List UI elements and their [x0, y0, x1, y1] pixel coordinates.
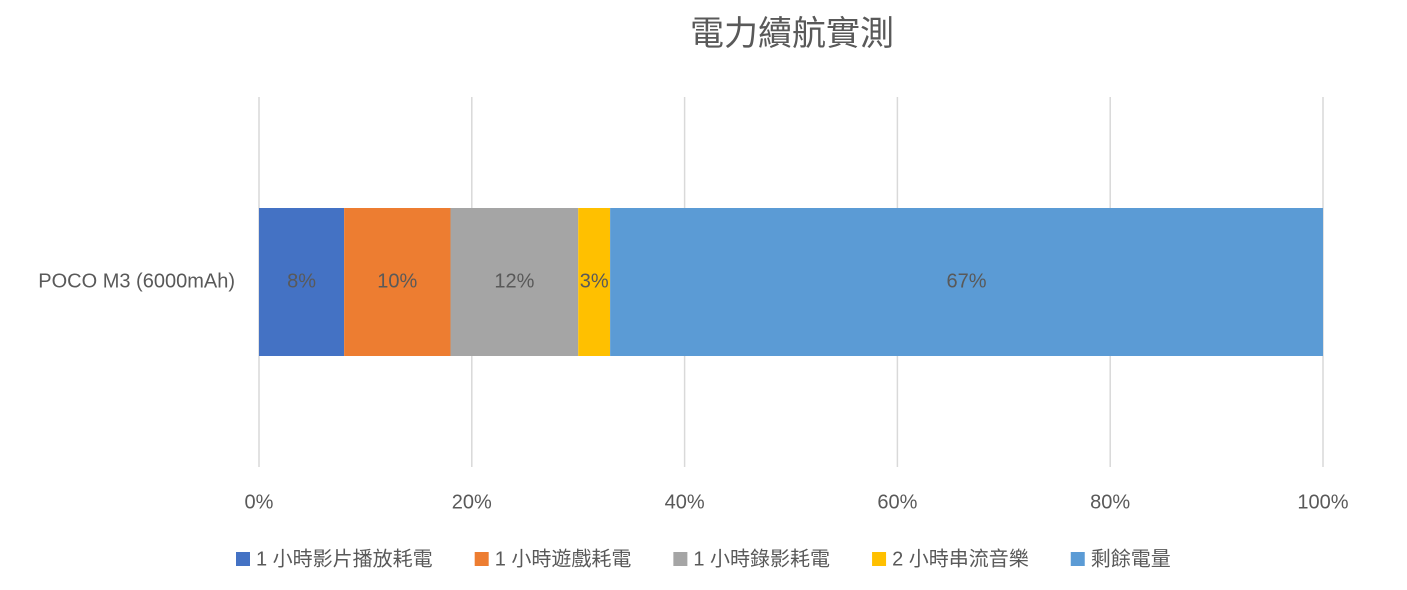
chart-title: 電力續航實測: [690, 15, 894, 53]
data-label: 8%: [287, 270, 316, 292]
bar-segment: [344, 208, 451, 356]
data-label: 3%: [580, 270, 609, 292]
data-label: 67%: [947, 270, 987, 292]
legend-label: 1 小時影片播放耗電: [256, 547, 433, 570]
bar-segment: [450, 208, 579, 356]
legend-swatch: [236, 552, 250, 566]
x-tick-label: 40%: [665, 491, 705, 513]
legend-swatch: [474, 552, 489, 566]
legend-label: 剩餘電量: [1091, 547, 1171, 570]
x-tick-label: 0%: [245, 491, 274, 513]
legend-swatch: [673, 552, 688, 566]
legend-swatch: [1070, 552, 1085, 566]
x-tick-label: 60%: [877, 491, 917, 513]
x-tick-label: 80%: [1090, 491, 1130, 513]
bar-segment: [578, 208, 611, 356]
legend-swatch: [872, 552, 887, 566]
legend-label: 2 小時串流音樂: [892, 547, 1029, 570]
data-label: 10%: [377, 270, 417, 292]
x-tick-label: 100%: [1297, 491, 1348, 513]
x-tick-label: 20%: [452, 491, 492, 513]
bar-segment: [610, 208, 1323, 356]
bar-segment: [259, 208, 345, 356]
legend-label: 1 小時錄影耗電: [693, 547, 830, 570]
legend-label: 1 小時遊戲耗電: [495, 547, 632, 570]
data-label: 12%: [494, 270, 534, 292]
y-tick-label: POCO M3 (6000mAh): [38, 270, 235, 292]
